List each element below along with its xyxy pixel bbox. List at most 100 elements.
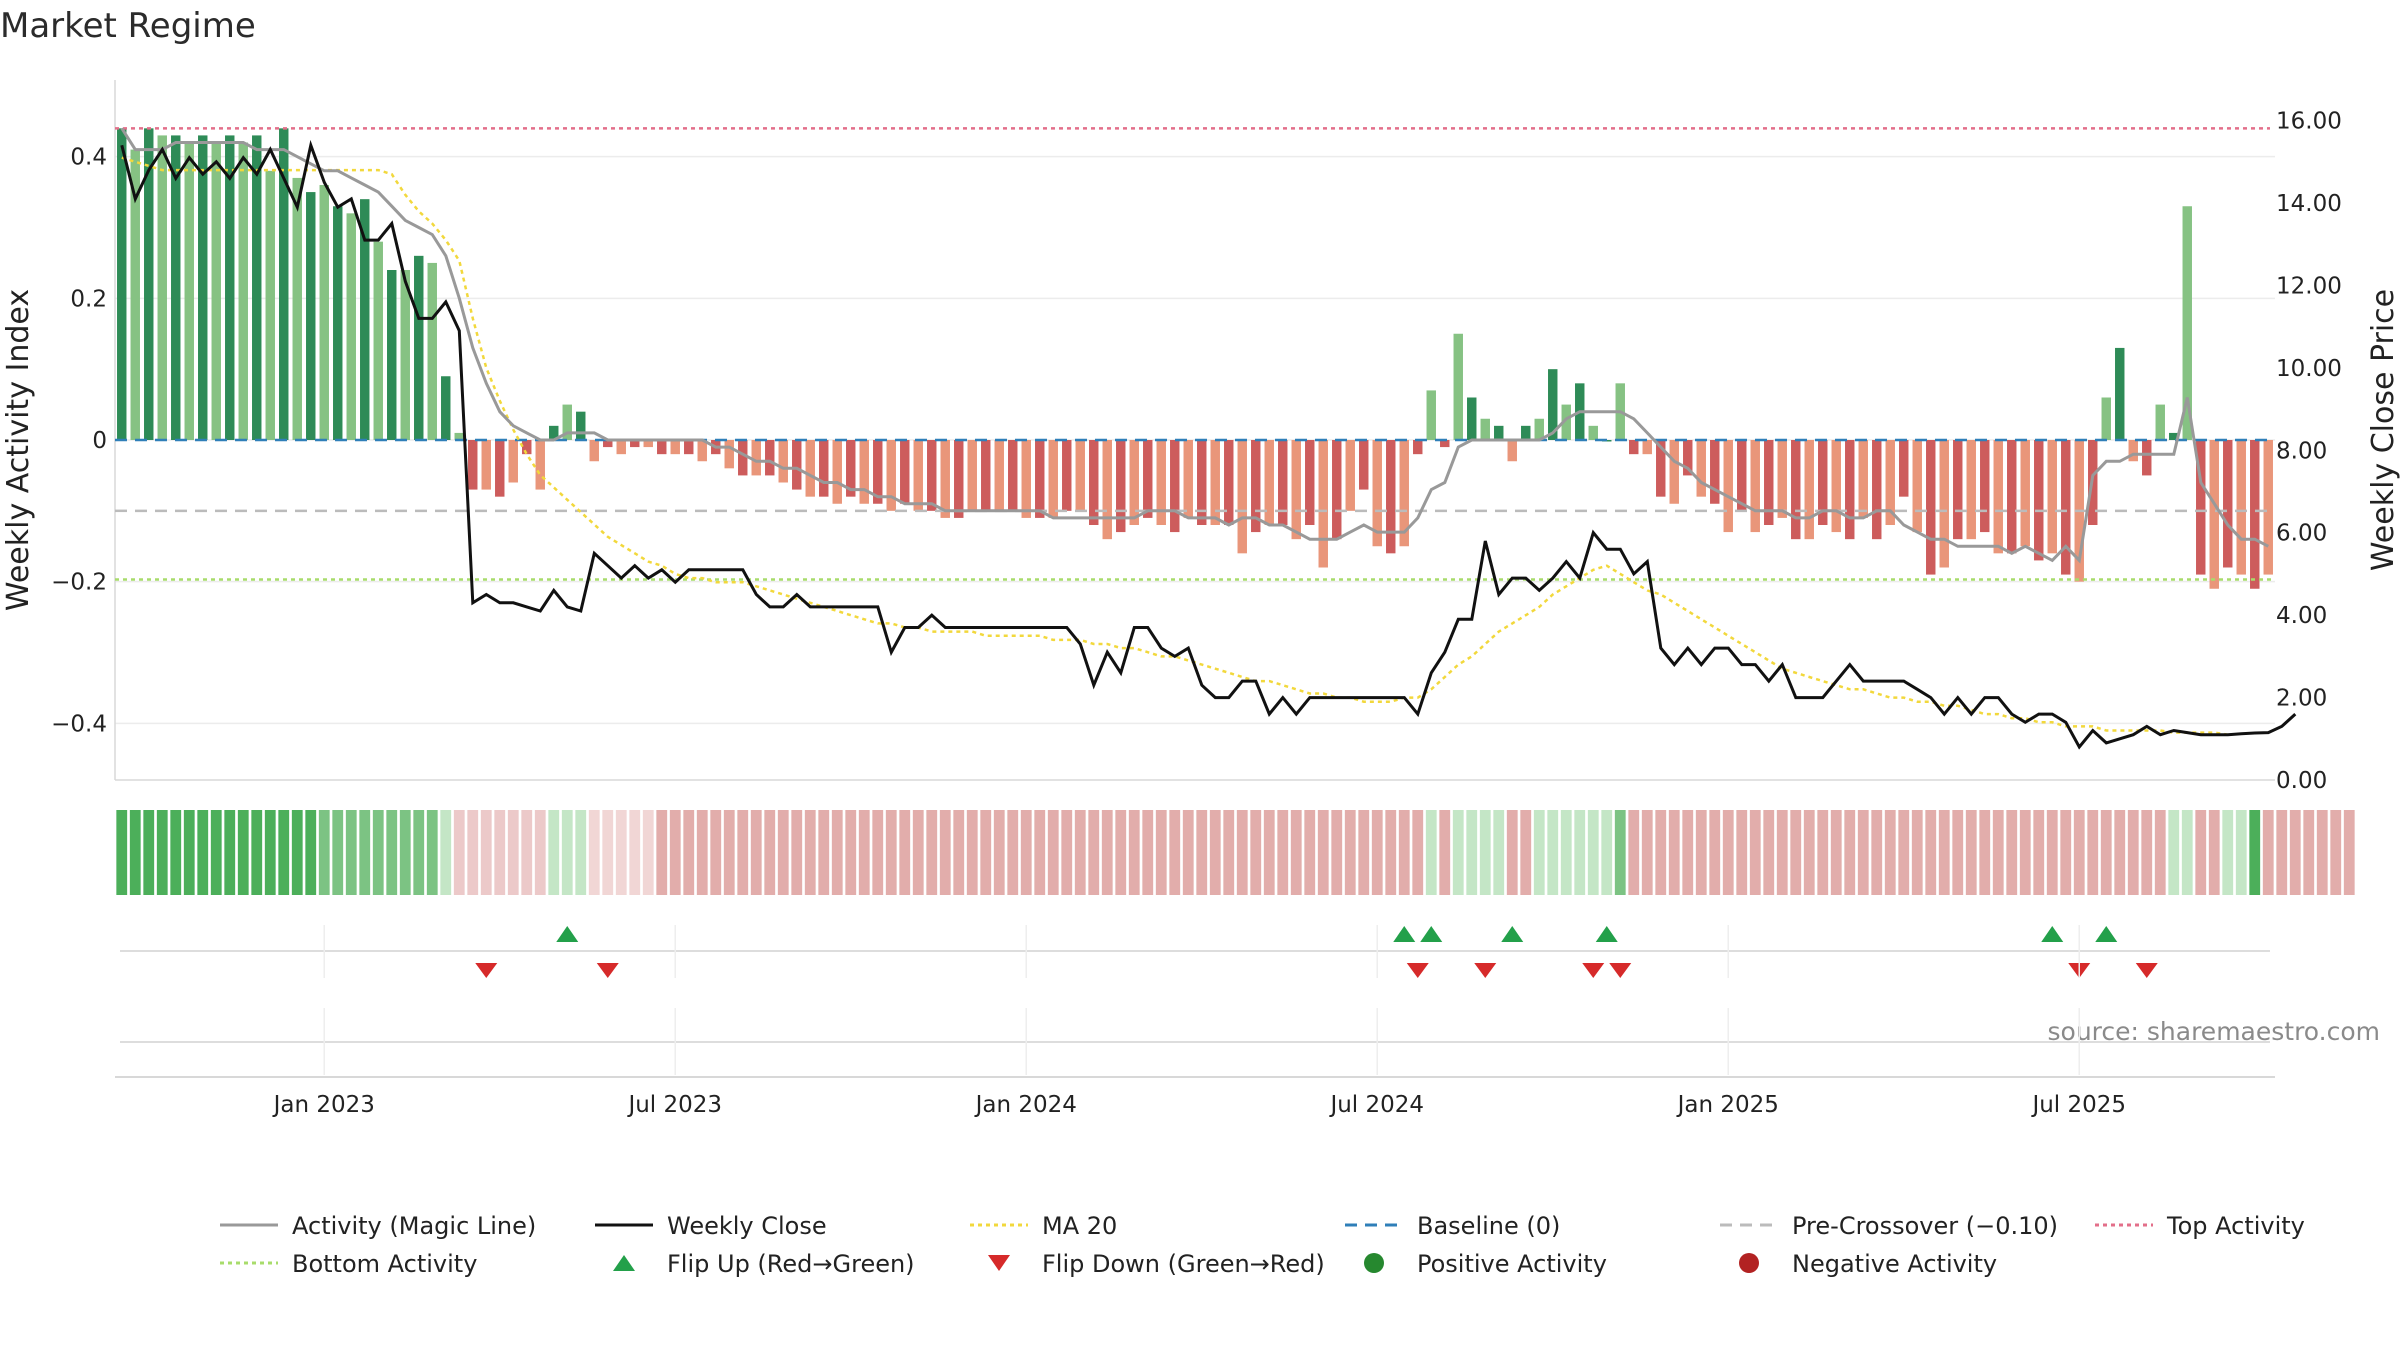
activity-bar [387, 270, 397, 440]
regime-cell [2141, 810, 2153, 895]
regime-cell [521, 810, 533, 895]
regime-cell [2006, 810, 2018, 895]
activity-bar [589, 440, 599, 462]
regime-cell [1304, 810, 1316, 895]
regime-cell [2033, 810, 2045, 895]
activity-bar [549, 425, 559, 440]
activity-bar [1197, 440, 1207, 525]
regime-cell [831, 810, 843, 895]
activity-bar [1791, 440, 1801, 540]
activity-bar [1075, 440, 1085, 511]
activity-bar [1332, 440, 1342, 540]
x-tick-label: Jul 2025 [2030, 1092, 2126, 1118]
x-axis-ticks: Jan 2023 Jul 2023 Jan 2024 Jul 2024 Jan 2025… [272, 925, 2126, 1118]
regime-cell [372, 810, 384, 895]
legend-label: Flip Up (Red→Green) [667, 1250, 915, 1278]
activity-bar [1278, 440, 1288, 525]
flip-up-marker [1420, 926, 1443, 942]
activity-bar [225, 135, 235, 440]
regime-cell [2154, 810, 2166, 895]
legend-swatch [613, 1255, 635, 1271]
regime-cell [588, 810, 600, 895]
regime-cell [534, 810, 546, 895]
activity-bar [670, 440, 680, 455]
regime-cell [2208, 810, 2220, 895]
regime-cell [305, 810, 317, 895]
activity-bar [2223, 440, 2233, 568]
activity-bar [1548, 369, 1558, 440]
regime-cell [575, 810, 587, 895]
regime-cell [683, 810, 695, 895]
activity-bar [819, 440, 829, 497]
activity-bar [144, 128, 154, 441]
regime-cell [1398, 810, 1410, 895]
regime-cell [723, 810, 735, 895]
activity-bar [630, 440, 640, 448]
regime-cell [1047, 810, 1059, 895]
x-tick-label: Jan 2025 [1676, 1092, 1779, 1118]
regime-cell [1020, 810, 1032, 895]
activity-bar [1116, 440, 1126, 533]
regime-cell [642, 810, 654, 895]
flip-up-marker [556, 926, 579, 942]
regime-cell [1871, 810, 1883, 895]
activity-bar [1251, 440, 1261, 533]
activity-bar [1480, 418, 1490, 440]
right-axis-label: Weekly Close Price [2366, 289, 2400, 571]
activity-bar [522, 440, 532, 455]
activity-bar [2182, 206, 2192, 440]
flip-down-marker [1609, 963, 1632, 978]
regime-cell [183, 810, 195, 895]
legend-label: MA 20 [1042, 1212, 1117, 1240]
regime-cell [1614, 810, 1626, 895]
regime-cell [2100, 810, 2112, 895]
activity-bar [1048, 440, 1058, 518]
regime-cell [2222, 810, 2234, 895]
activity-bar [981, 440, 991, 511]
regime-cell [1722, 810, 1734, 895]
regime-cell [332, 810, 344, 895]
x-tick-label: Jan 2023 [272, 1092, 375, 1118]
activity-bar [1953, 440, 1963, 540]
activity-bar [1089, 440, 1099, 525]
activity-bar [846, 440, 856, 497]
regime-cell [345, 810, 357, 895]
activity-bar [292, 177, 302, 440]
regime-cell [1709, 810, 1721, 895]
regime-cell [1223, 810, 1235, 895]
regime-cell [1736, 810, 1748, 895]
x-tick-label: Jan 2024 [974, 1092, 1077, 1118]
regime-cell [264, 810, 276, 895]
activity-bar [279, 128, 289, 441]
activity-bar [697, 440, 707, 462]
regime-cell [2235, 810, 2247, 895]
left-tick-label: 0.4 [70, 145, 107, 171]
activity-bar [1008, 440, 1018, 511]
activity-bar [2115, 347, 2125, 440]
activity-bar [2034, 440, 2044, 561]
legend-swatch [988, 1255, 1010, 1271]
regime-cell [143, 810, 155, 895]
activity-bar [576, 411, 586, 440]
activity-bar [967, 440, 977, 511]
flip-down-marker [475, 963, 498, 978]
flip-up-marker [2095, 926, 2118, 942]
legend-item: Positive Activity [1364, 1250, 1607, 1278]
flip-markers [120, 926, 2270, 978]
chart-title: Market Regime [0, 6, 256, 46]
regime-cell [2289, 810, 2301, 895]
regime-cell [1061, 810, 1073, 895]
activity-bar [1345, 440, 1355, 511]
regime-cell [1250, 810, 1262, 895]
activity-bar [1764, 440, 1774, 525]
regime-cell [1965, 810, 1977, 895]
activity-bar [2169, 432, 2179, 440]
regime-cell [116, 810, 128, 895]
regime-cell [1533, 810, 1545, 895]
regime-cell [980, 810, 992, 895]
regime-cell [2195, 810, 2207, 895]
regime-cell [2073, 810, 2085, 895]
activity-bar [1102, 440, 1112, 540]
legend-item: Weekly Close [595, 1212, 827, 1240]
regime-cell [926, 810, 938, 895]
